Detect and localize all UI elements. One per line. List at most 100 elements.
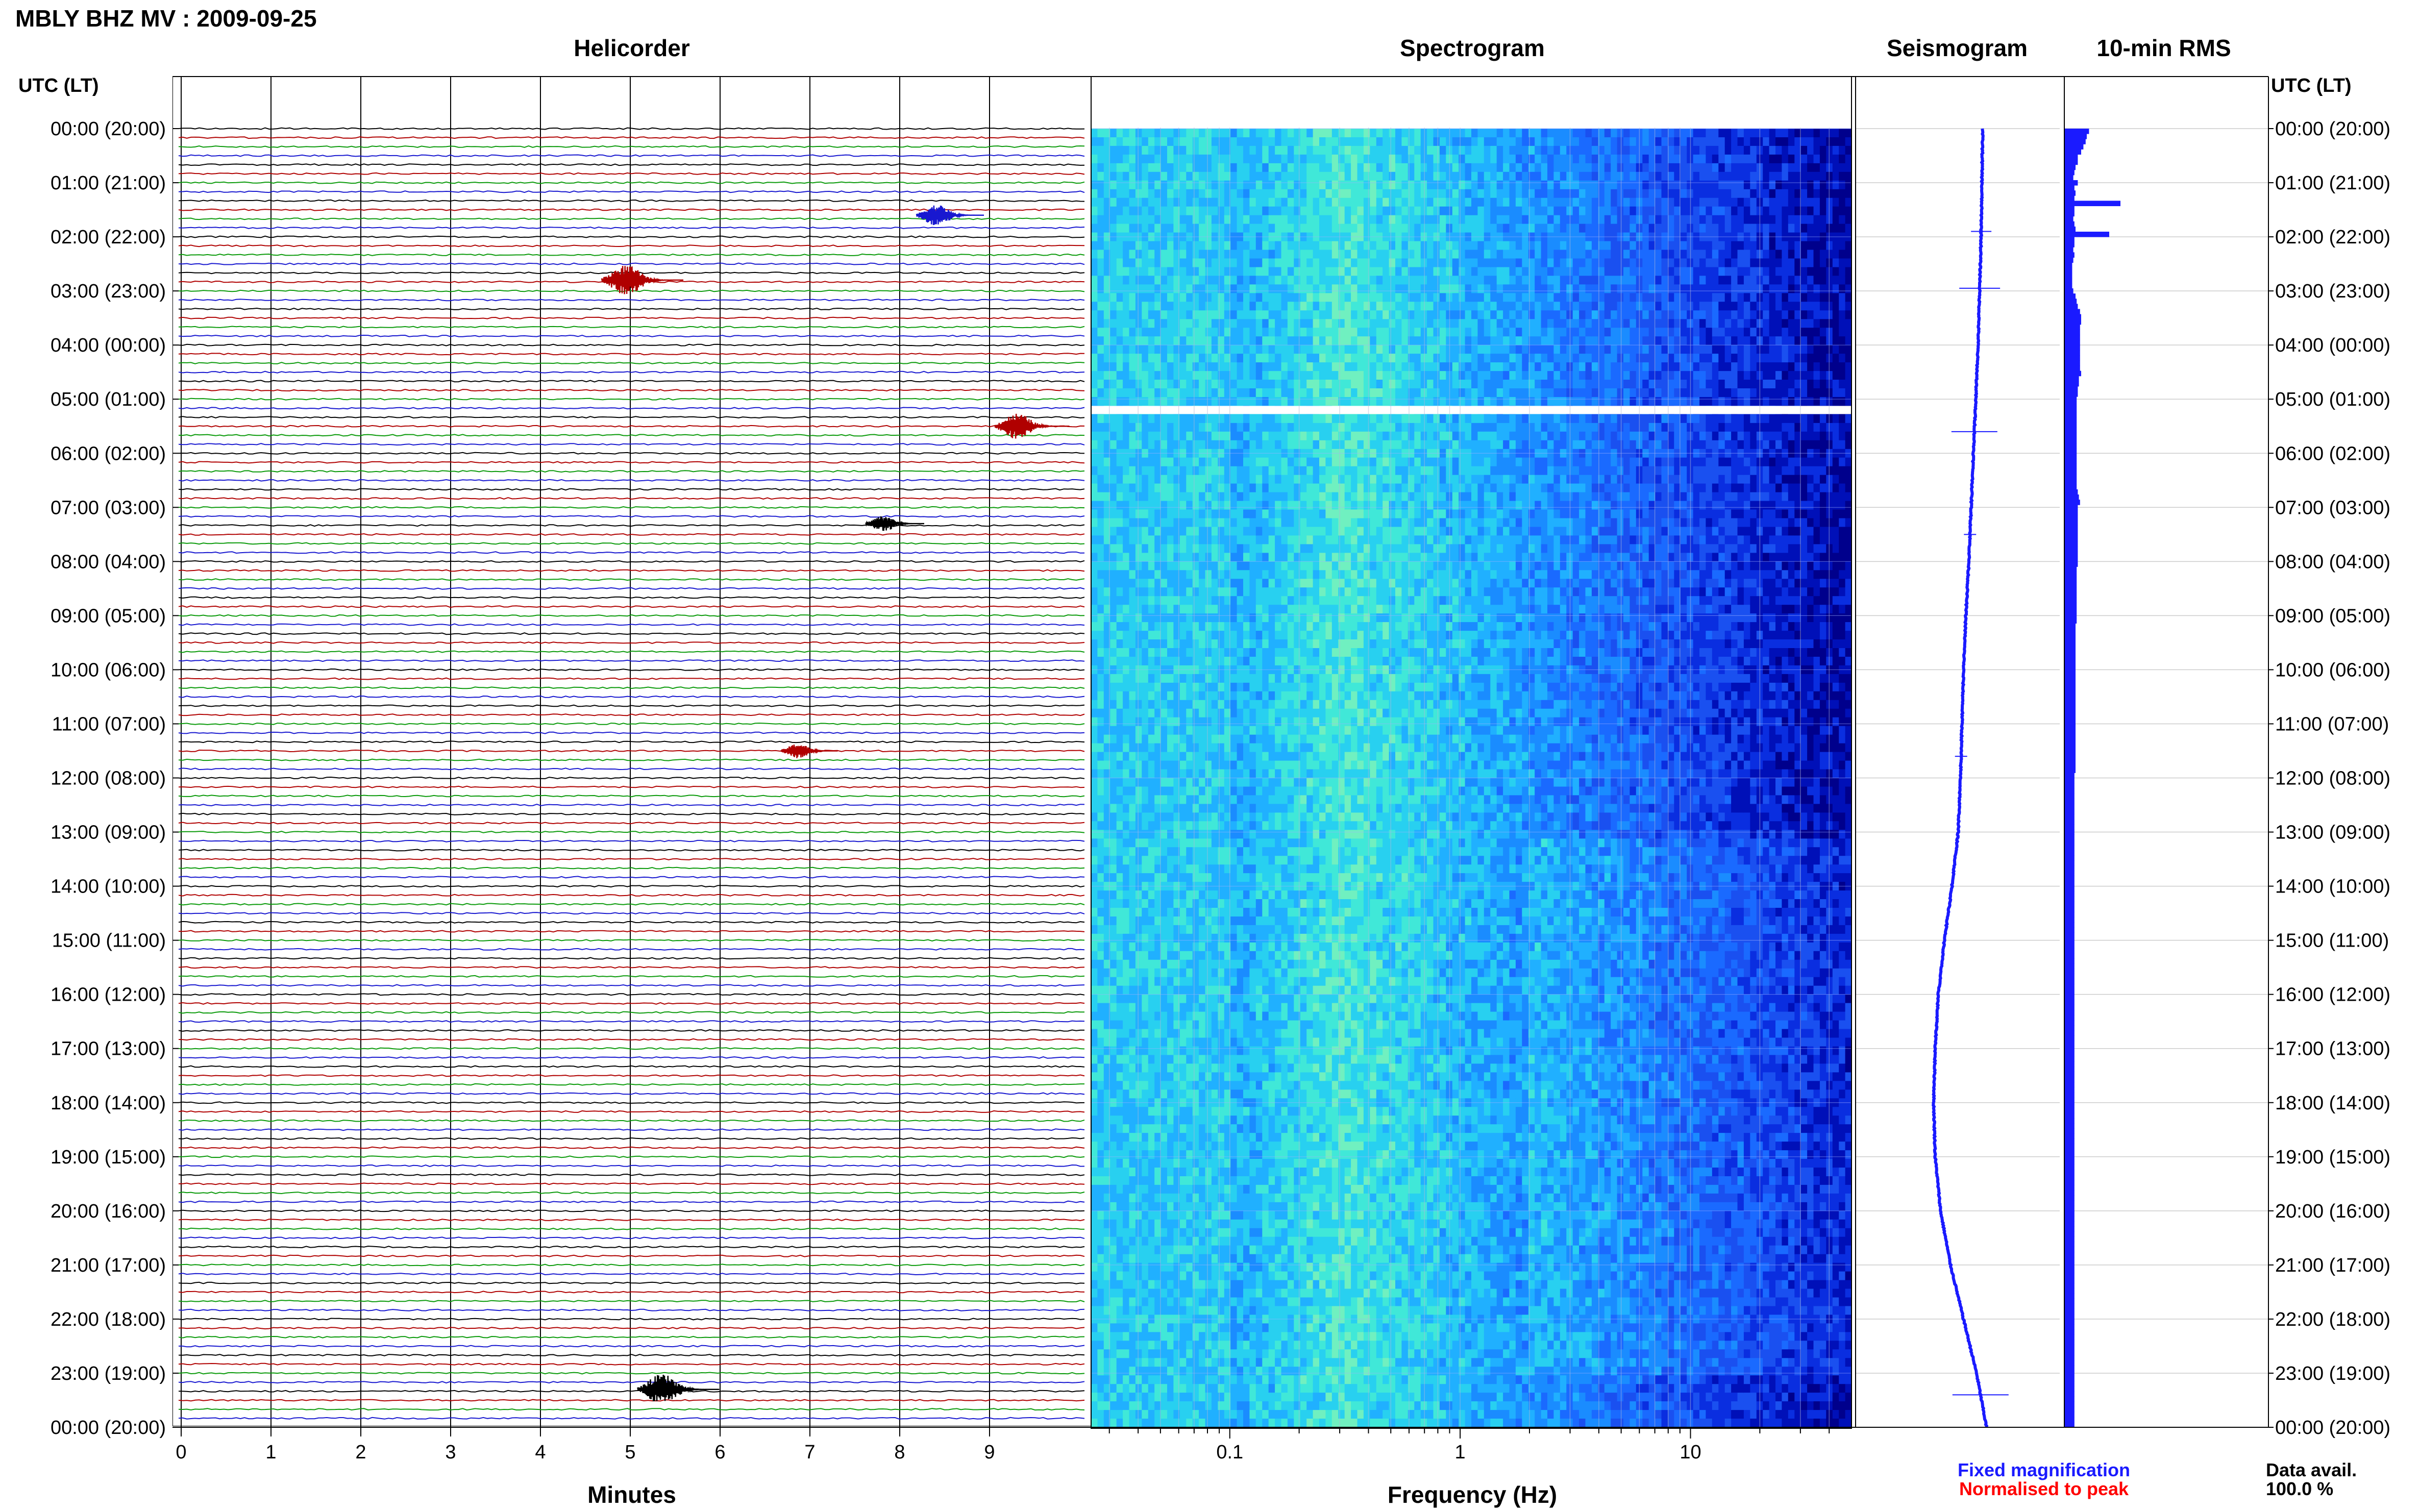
spectrogram-cell — [1129, 830, 1136, 839]
spectrogram-cell — [1269, 899, 1275, 908]
spectrogram-cell — [1281, 752, 1288, 761]
helicorder-figure: MBLY BHZ MV : 2009-09-25 UTC (LT) UTC (L… — [0, 0, 2419, 1512]
spectrogram-cell — [1180, 293, 1187, 302]
spectrogram-cell — [1205, 397, 1212, 406]
spectrogram-cell — [1161, 146, 1168, 155]
spectrogram-cell — [1091, 864, 1098, 874]
spectrogram-cell — [1180, 1410, 1187, 1419]
spectrogram-cell — [1218, 1341, 1224, 1350]
spectrogram-cell — [1199, 1332, 1205, 1341]
spectrogram-cell — [1123, 484, 1129, 493]
spectrogram-cell — [1186, 812, 1193, 822]
spectrogram-cell — [1288, 778, 1294, 787]
spectrogram-cell — [1097, 1272, 1104, 1281]
spectrogram-cell — [1212, 787, 1218, 796]
spectrogram-cell — [1186, 1332, 1193, 1341]
spectrogram-cell — [1269, 960, 1275, 969]
spectrogram-cell — [1173, 700, 1180, 709]
spectrogram-cell — [1212, 770, 1218, 779]
spectrogram-cell — [1091, 934, 1098, 943]
spectrogram-cell — [1281, 207, 1288, 216]
spectrogram-cell — [1148, 691, 1155, 701]
spectrogram-cell — [1269, 1202, 1275, 1211]
spectrogram-cell — [1117, 1063, 1123, 1073]
spectrogram-cell — [1275, 1185, 1281, 1194]
spectrogram-cell — [1275, 1375, 1281, 1384]
spectrogram-cell — [1199, 1298, 1205, 1307]
spectrogram-cell — [1091, 1323, 1098, 1332]
spectrogram-cell — [1173, 553, 1180, 562]
spectrogram-cell — [1205, 181, 1212, 190]
spectrogram-cell — [1173, 587, 1180, 597]
spectrogram-cell — [1091, 155, 1098, 164]
spectrogram-cell — [1123, 804, 1129, 813]
spectrogram-cell — [1173, 934, 1180, 943]
spectrogram-cell — [1097, 804, 1104, 813]
spectrogram-cell — [1148, 925, 1155, 934]
spectrogram-cell — [1161, 700, 1168, 709]
spectrogram-cell — [1288, 639, 1294, 649]
spectrogram-cell — [1288, 510, 1294, 519]
spectrogram-cell — [1110, 1081, 1117, 1090]
spectrogram-cell — [1256, 605, 1263, 614]
spectrogram-cell — [1186, 743, 1193, 753]
spectrogram-cell — [1129, 1124, 1136, 1133]
spectrogram-cell — [1262, 856, 1269, 865]
spectrogram-cell — [1110, 657, 1117, 666]
spectrogram-cell — [1281, 146, 1288, 155]
spectrogram-cell — [1173, 1211, 1180, 1220]
spectrogram-cell — [1173, 1410, 1180, 1419]
spectrogram-cell — [1230, 1089, 1237, 1099]
spectrogram-cell — [1205, 466, 1212, 476]
spectrogram-cell — [1142, 770, 1148, 779]
spectrogram-cell — [1110, 1202, 1117, 1211]
spectrogram-cell — [1230, 198, 1237, 207]
spectrogram-cell — [1136, 215, 1142, 225]
spectrogram-cell — [1129, 1133, 1136, 1142]
spectrogram-cell — [1097, 1220, 1104, 1229]
spectrogram-cell — [1091, 1298, 1098, 1307]
spectrogram-cell — [1205, 908, 1212, 917]
spectrogram-cell — [1193, 397, 1199, 406]
spectrogram-cell — [1262, 613, 1269, 623]
spectrogram-cell — [1262, 423, 1269, 432]
spectrogram-cell — [1262, 960, 1269, 969]
spectrogram-cell — [1288, 1055, 1294, 1064]
spectrogram-cell — [1281, 1055, 1288, 1064]
spectrogram-cell — [1230, 432, 1237, 441]
spectrogram-cell — [1230, 1047, 1237, 1056]
spectrogram-cell — [1167, 544, 1174, 553]
spectrogram-cell — [1136, 1237, 1142, 1246]
spectrogram-cell — [1110, 1047, 1117, 1056]
spectrogram-cell — [1199, 458, 1205, 467]
spectrogram-cell — [1167, 362, 1174, 371]
spectrogram-cell — [1091, 977, 1098, 986]
spectrogram-cell — [1129, 838, 1136, 848]
spectrogram-cell — [1249, 1220, 1256, 1229]
spectrogram-cell — [1167, 414, 1174, 424]
spectrogram-cell — [1205, 310, 1212, 319]
spectrogram-cell — [1117, 172, 1123, 181]
spectrogram-cell — [1129, 960, 1136, 969]
spectrogram-cell — [1136, 1176, 1142, 1185]
spectrogram-cell — [1186, 899, 1193, 908]
spectrogram-cell — [1167, 1063, 1174, 1073]
spectrogram-cell — [1123, 224, 1129, 233]
spectrogram-cell — [1262, 812, 1269, 822]
spectrogram-cell — [1218, 700, 1224, 709]
spectrogram-cell — [1097, 787, 1104, 796]
spectrogram-cell — [1117, 310, 1123, 319]
spectrogram-cell — [1275, 561, 1281, 571]
spectrogram-cell — [1110, 622, 1117, 631]
spectrogram-cell — [1249, 726, 1256, 735]
spectrogram-cell — [1281, 510, 1288, 519]
spectrogram-cell — [1205, 1194, 1212, 1203]
spectrogram-cell — [1237, 596, 1244, 605]
spectrogram-cell — [1123, 1081, 1129, 1090]
spectrogram-cell — [1136, 1272, 1142, 1281]
spectrogram-cell — [1230, 388, 1237, 398]
spectrogram-cell — [1136, 726, 1142, 735]
spectrogram-cell — [1123, 310, 1129, 319]
spectrogram-cell — [1161, 310, 1168, 319]
spectrogram-cell — [1129, 717, 1136, 727]
